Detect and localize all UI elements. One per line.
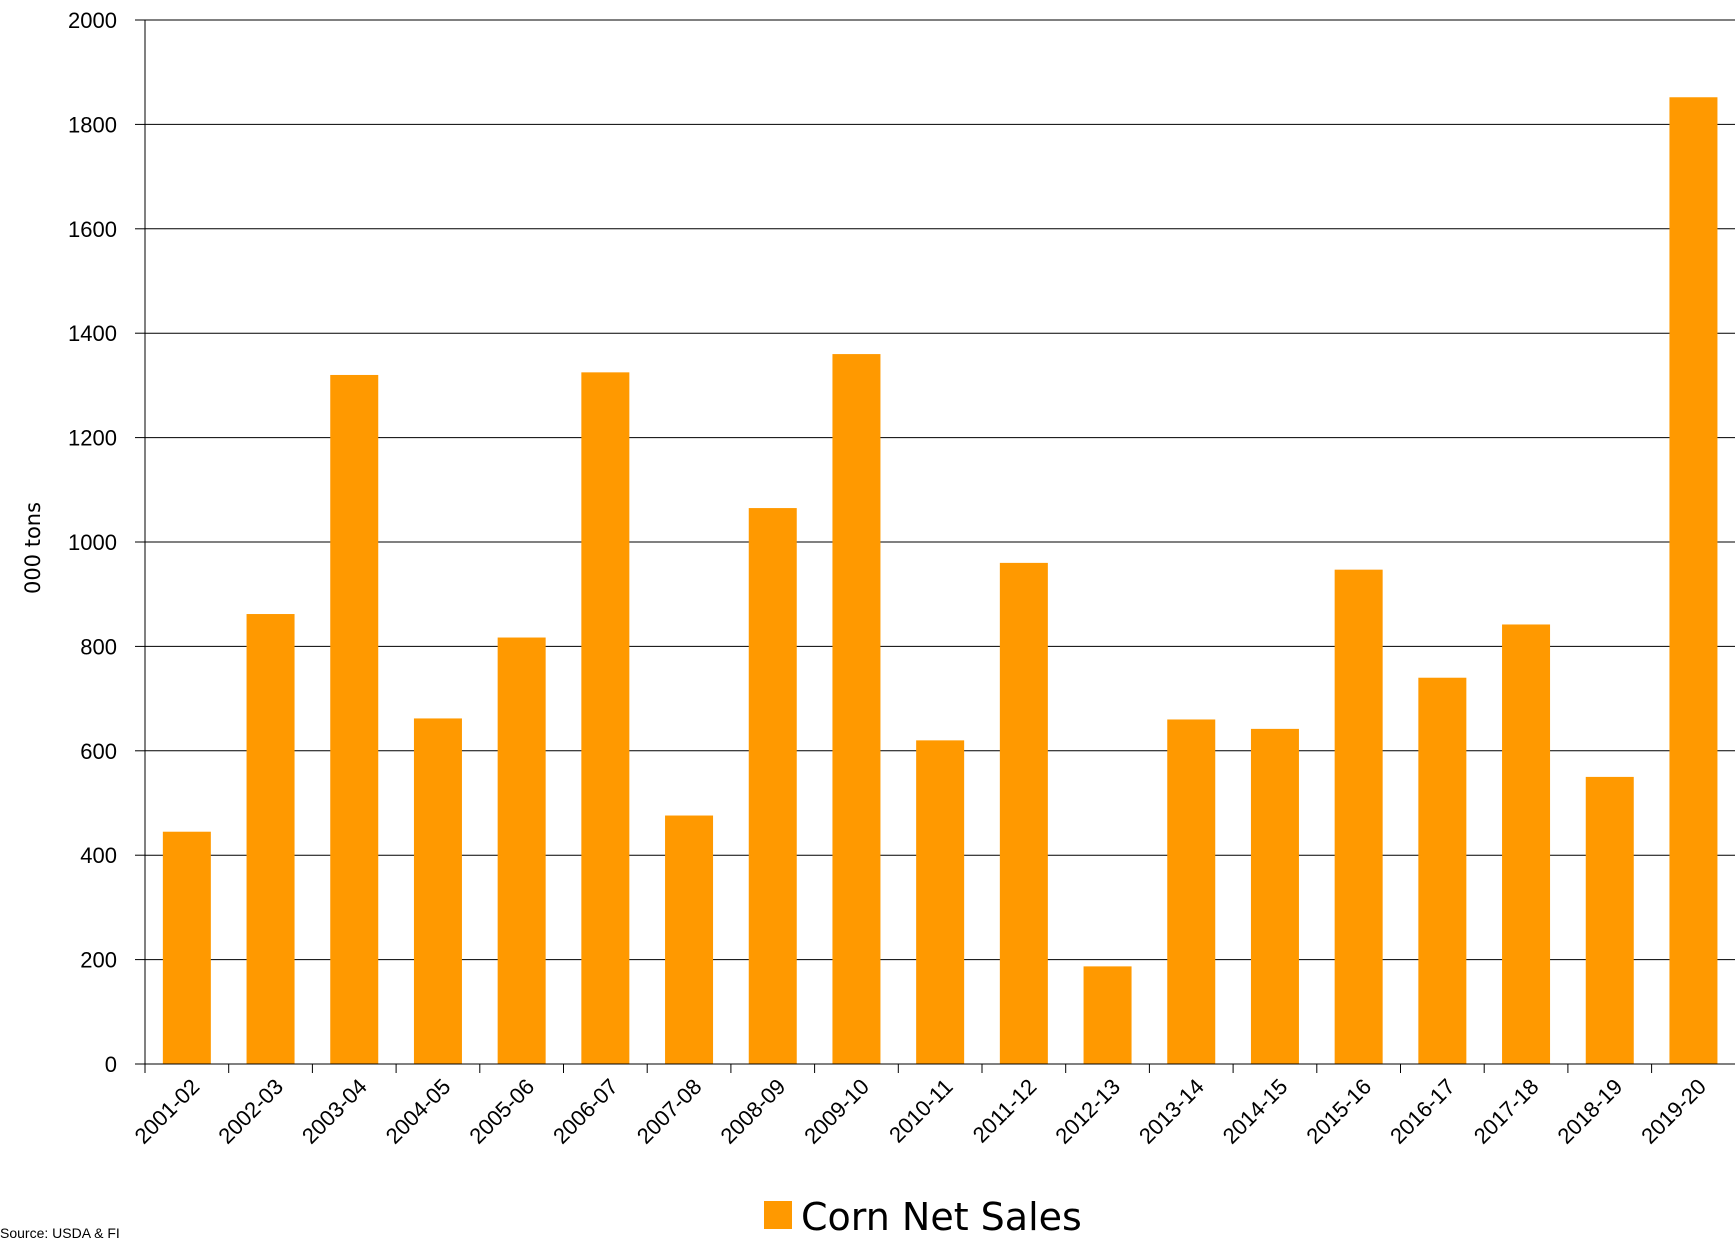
- bar: [162, 831, 211, 1064]
- gridlines: [145, 19, 1735, 961]
- legend: Corn Net Sales: [764, 1195, 1082, 1239]
- x-tick-label: 2013-14: [1134, 1074, 1209, 1149]
- bar: [1502, 624, 1551, 1064]
- x-tick-label: 2010-11: [884, 1074, 958, 1148]
- x-tick-label: 2018-19: [1553, 1074, 1628, 1149]
- legend-label: Corn Net Sales: [801, 1195, 1082, 1239]
- y-tick-label: 2000: [68, 8, 117, 33]
- x-tick-label: 2006-07: [548, 1074, 623, 1149]
- bar: [832, 354, 881, 1065]
- y-tick-label: 400: [80, 843, 117, 868]
- y-tick-label: 600: [80, 739, 117, 764]
- bar: [246, 614, 295, 1064]
- bars: [162, 97, 1718, 1065]
- x-tick-label: 2016-17: [1385, 1074, 1460, 1149]
- bar: [1083, 966, 1132, 1064]
- bar: [497, 637, 546, 1064]
- x-tick-label: 2002-03: [213, 1074, 288, 1149]
- y-tick-label: 1000: [68, 530, 117, 555]
- bar: [330, 374, 379, 1065]
- x-tick-label: 2007-08: [632, 1074, 707, 1149]
- bar: [665, 815, 714, 1064]
- x-tick-label: 2008-09: [716, 1074, 791, 1149]
- x-tick-label: 2009-10: [799, 1074, 874, 1149]
- source-note: Source: USDA & FI: [0, 1225, 120, 1240]
- x-tick-label: 2015-16: [1301, 1074, 1376, 1149]
- axes: [135, 19, 1735, 1073]
- y-tick-label: 800: [80, 634, 117, 659]
- bar: [1418, 677, 1467, 1064]
- bar: [581, 372, 630, 1065]
- y-tick-labels: 0 200 400 600 800 1000 1200 1400 1600 1800 2000: [68, 8, 117, 1077]
- x-tick-label: 2004-05: [381, 1074, 456, 1149]
- bar: [916, 740, 965, 1064]
- bar: [1250, 728, 1299, 1064]
- y-tick-label: 0: [105, 1052, 117, 1077]
- bar: [999, 562, 1048, 1064]
- bar: [748, 508, 797, 1064]
- y-tick-label: 1800: [68, 112, 117, 137]
- y-tick-label: 1200: [68, 426, 117, 451]
- bar: [1167, 719, 1216, 1064]
- x-tick-label: 2017-18: [1469, 1074, 1544, 1149]
- bar: [1669, 97, 1718, 1065]
- y-tick-label: 200: [80, 948, 117, 973]
- y-tick-label: 1600: [68, 217, 117, 242]
- y-axis-label: 000 tons: [21, 502, 45, 594]
- x-tick-label: 2003-04: [297, 1074, 372, 1149]
- x-tick-label: 2005-06: [464, 1074, 539, 1149]
- bar: [1334, 569, 1383, 1064]
- bar: [1585, 776, 1634, 1064]
- x-tick-label: 2012-13: [1050, 1074, 1125, 1149]
- x-tick-label: 2019-20: [1636, 1074, 1711, 1149]
- x-tick-label: 2001-02: [130, 1074, 205, 1149]
- legend-swatch: [764, 1201, 792, 1229]
- x-tick-label: 2014-15: [1218, 1074, 1293, 1149]
- x-tick-labels: 2001-02 2002-03 2003-04 2004-05 2005-06 2006-…: [130, 1074, 1711, 1149]
- x-tick-label: 2011-12: [968, 1074, 1042, 1148]
- bar: [413, 718, 462, 1064]
- y-tick-label: 1400: [68, 321, 117, 346]
